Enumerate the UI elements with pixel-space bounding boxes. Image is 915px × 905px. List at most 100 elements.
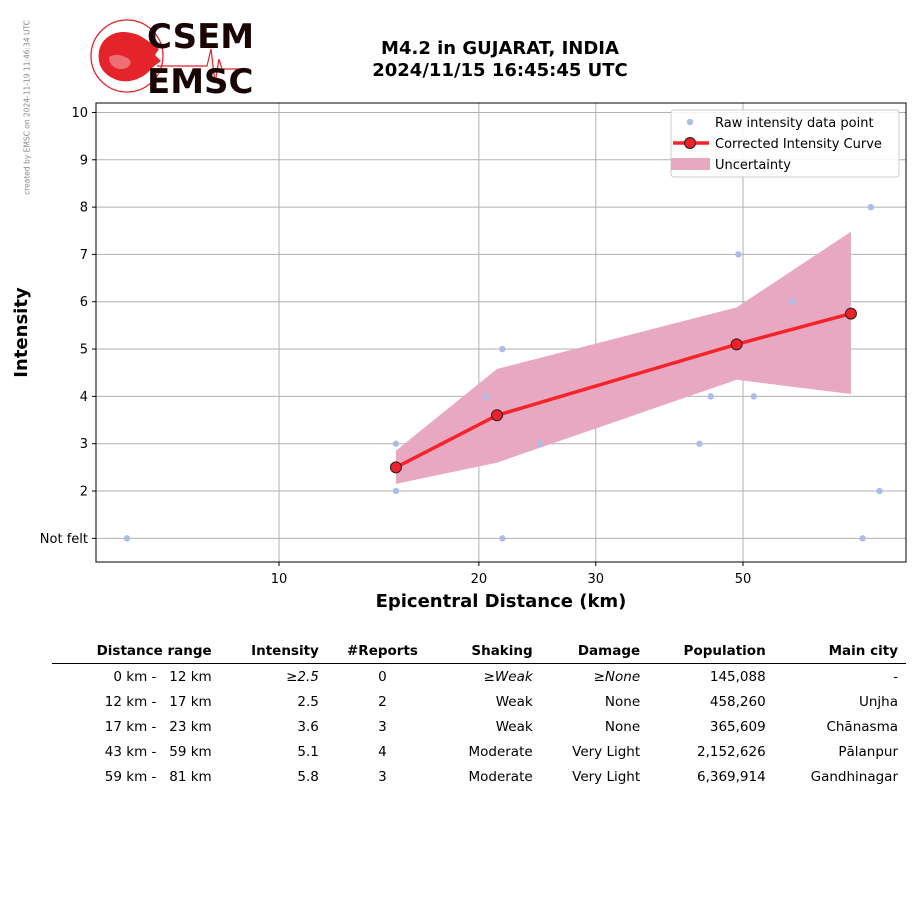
cell-damage: ≥None bbox=[593, 668, 641, 685]
cell-population: 6,369,914 bbox=[696, 768, 766, 785]
col-population: Population bbox=[648, 641, 774, 664]
y-tick-label: 3 bbox=[80, 437, 88, 452]
col-reports: #Reports bbox=[326, 641, 439, 664]
plot-frame bbox=[95, 102, 907, 563]
x-tick-label: 50 bbox=[735, 572, 752, 587]
cell-city: Gandhinagar bbox=[810, 768, 898, 785]
cell-range: 59 km - 81 km bbox=[104, 768, 212, 785]
x-tick-label: 10 bbox=[271, 572, 288, 587]
raw-data-point bbox=[536, 440, 543, 447]
table-row: 12 km - 17 km 2.5 2 Weak None 458,260 Un… bbox=[52, 689, 906, 714]
raw-data-point bbox=[789, 298, 796, 305]
col-intensity: Intensity bbox=[219, 641, 327, 664]
legend-curve-marker bbox=[684, 137, 696, 149]
table-row: 0 km - 12 km ≥2.5 0 ≥Weak ≥None 145,088 … bbox=[52, 664, 906, 690]
table-header-row: Distance range Intensity #Reports Shakin… bbox=[52, 641, 906, 664]
legend-raw-point-swatch bbox=[686, 118, 694, 126]
title-line-2: 2024/11/15 16:45:45 UTC bbox=[372, 60, 628, 81]
cell-population: 145,088 bbox=[709, 668, 766, 685]
chart-title: M4.2 in GUJARAT, INDIA 2024/11/15 16:45:… bbox=[300, 38, 700, 82]
raw-data-point bbox=[392, 487, 400, 495]
title-line-1: M4.2 in GUJARAT, INDIA bbox=[381, 38, 619, 59]
cell-intensity: 2.5 bbox=[297, 693, 319, 710]
col-shaking: Shaking bbox=[438, 641, 541, 664]
y-tick-label: 4 bbox=[80, 390, 88, 405]
cell-shaking: Weak bbox=[495, 693, 533, 710]
raw-data-point bbox=[499, 345, 506, 353]
x-axis-label: Epicentral Distance (km) bbox=[376, 591, 627, 612]
cell-reports: 3 bbox=[378, 768, 387, 785]
x-tick-label: 30 bbox=[587, 572, 604, 587]
cell-reports: 3 bbox=[378, 718, 387, 735]
legend-label: Uncertainty bbox=[715, 158, 791, 173]
curve-marker bbox=[491, 409, 504, 422]
cell-range: 43 km - 59 km bbox=[104, 743, 212, 760]
cell-damage: None bbox=[604, 693, 641, 710]
raw-data-point bbox=[696, 440, 703, 447]
table-row: 59 km - 81 km 5.8 3 Moderate Very Light … bbox=[52, 764, 906, 789]
cell-city: Chānasma bbox=[826, 718, 898, 735]
cell-reports: 2 bbox=[378, 693, 387, 710]
raw-data-point bbox=[867, 203, 875, 211]
raw-data-point bbox=[876, 487, 883, 495]
curve-marker bbox=[389, 461, 402, 474]
cell-damage: None bbox=[604, 718, 641, 735]
cell-range: 17 km - 23 km bbox=[104, 718, 212, 735]
col-distance-range: Distance range bbox=[52, 641, 220, 664]
cell-reports: 4 bbox=[378, 743, 387, 760]
y-tick-label: Not felt bbox=[40, 532, 88, 547]
cell-city: - bbox=[893, 668, 898, 685]
col-main-city: Main city bbox=[773, 641, 906, 664]
cell-shaking: Moderate bbox=[468, 743, 533, 760]
emsc-logo: CSEM EMSC bbox=[90, 19, 254, 99]
cell-city: Unjha bbox=[858, 693, 898, 710]
y-tick-label: 7 bbox=[80, 248, 88, 263]
raw-data-point bbox=[392, 440, 400, 447]
cell-shaking: ≥Weak bbox=[483, 668, 533, 685]
raw-data-point bbox=[750, 393, 757, 400]
cell-intensity: 3.6 bbox=[297, 718, 319, 735]
x-tick-label: 20 bbox=[471, 572, 488, 587]
cell-shaking: Moderate bbox=[468, 768, 533, 785]
raw-data-point bbox=[499, 535, 506, 542]
legend-band-swatch bbox=[671, 158, 710, 170]
intensity-table: Distance range Intensity #Reports Shakin… bbox=[52, 641, 906, 789]
cell-population: 2,152,626 bbox=[696, 743, 766, 760]
corrected-intensity-curve bbox=[395, 311, 852, 469]
legend-box bbox=[670, 109, 900, 178]
raw-data-point bbox=[735, 251, 742, 258]
raw-data-point bbox=[123, 535, 131, 542]
cell-city: Pālanpur bbox=[838, 743, 898, 760]
table-row: 17 km - 23 km 3.6 3 Weak None 365,609 Ch… bbox=[52, 714, 906, 739]
cell-range: 12 km - 17 km bbox=[104, 693, 212, 710]
table-row: 43 km - 59 km 5.1 4 Moderate Very Light … bbox=[52, 739, 906, 764]
legend-label: Raw intensity data point bbox=[715, 116, 874, 131]
intensity-chart: Not felt 2 3 4 5 6 7 8 9 10 10 20 30 50 Epicentral Dis… bbox=[11, 102, 907, 612]
logo-text-top: CSEM bbox=[147, 19, 254, 57]
y-tick-label: 8 bbox=[80, 201, 88, 216]
cell-damage: Very Light bbox=[572, 743, 641, 760]
cell-intensity: 5.8 bbox=[297, 768, 319, 785]
raw-data-point bbox=[859, 535, 866, 542]
cell-damage: Very Light bbox=[572, 768, 641, 785]
raw-data-point bbox=[482, 393, 490, 400]
col-damage: Damage bbox=[540, 641, 649, 664]
cell-population: 458,260 bbox=[709, 693, 766, 710]
cell-intensity: 5.1 bbox=[297, 743, 319, 760]
cell-shaking: Weak bbox=[495, 718, 533, 735]
y-tick-label: 2 bbox=[80, 485, 88, 500]
legend-label: Corrected Intensity Curve bbox=[715, 137, 882, 152]
cell-reports: 0 bbox=[378, 668, 387, 685]
y-tick-label: 5 bbox=[80, 343, 88, 358]
curve-marker bbox=[730, 338, 743, 351]
cell-intensity: ≥2.5 bbox=[286, 668, 319, 685]
cell-population: 365,609 bbox=[709, 718, 766, 735]
y-tick-label: 10 bbox=[71, 106, 88, 121]
uncertainty-band bbox=[395, 231, 851, 484]
cell-range: 0 km - 12 km bbox=[113, 668, 212, 685]
raw-data-point bbox=[707, 393, 714, 400]
y-tick-label: 9 bbox=[80, 153, 88, 168]
curve-marker bbox=[844, 307, 857, 320]
logo-text-bottom: EMSC bbox=[147, 62, 254, 99]
y-tick-label: 6 bbox=[80, 295, 88, 310]
